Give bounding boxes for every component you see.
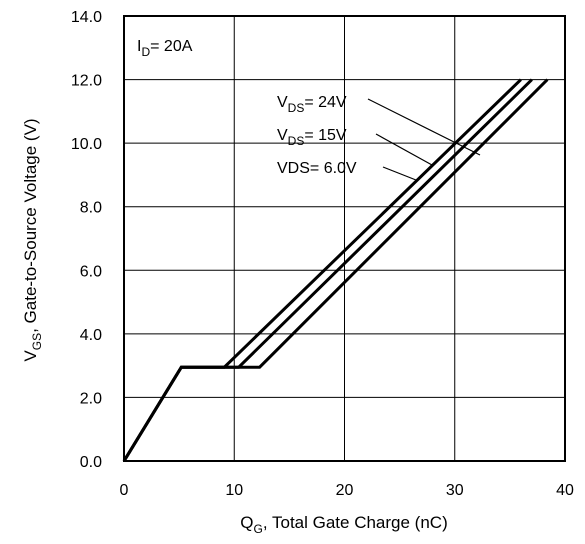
y-tick-label: 2.0	[80, 390, 102, 407]
y-tick-labels: 0.0 2.0 4.0 6.0 8.0 10.0 12.0 14.0	[71, 9, 102, 471]
y-tick-label: 8.0	[80, 200, 102, 217]
x-tick-label: 40	[556, 482, 574, 499]
series-label-24v: VDS= 24V	[277, 94, 347, 115]
grid-lines	[124, 16, 565, 461]
y-tick-label: 10.0	[71, 136, 102, 153]
y-tick-label: 12.0	[71, 73, 102, 90]
series-labels: VDS= 24V VDS= 15V VDS= 6.0V	[277, 94, 481, 181]
current-annotation: ID= 20A	[137, 38, 193, 59]
y-tick-label: 6.0	[80, 263, 102, 280]
series-label-6v: VDS= 6.0V	[277, 160, 357, 177]
series-layer	[122, 78, 549, 462]
leader-line-15v	[375, 133, 433, 166]
plot-frame	[123, 15, 566, 462]
x-tick-label: 20	[336, 482, 354, 499]
leader-line-6v	[382, 166, 417, 181]
y-tick-label: 4.0	[80, 327, 102, 344]
leader-line-24v	[367, 98, 481, 156]
x-tick-labels: 0 10 20 30 40	[120, 482, 574, 499]
x-tick-label: 10	[225, 482, 243, 499]
x-axis-title: QG, Total Gate Charge (nC)	[240, 513, 447, 536]
series-line-2	[122, 78, 549, 462]
y-tick-label: 14.0	[71, 9, 102, 26]
series-label-15v: VDS= 15V	[277, 127, 347, 148]
x-tick-label: 0	[120, 482, 129, 499]
y-axis-title: VGS, Gate-to-Source Voltage (V)	[21, 118, 44, 361]
y-tick-label: 0.0	[80, 454, 102, 471]
x-tick-label: 30	[446, 482, 464, 499]
